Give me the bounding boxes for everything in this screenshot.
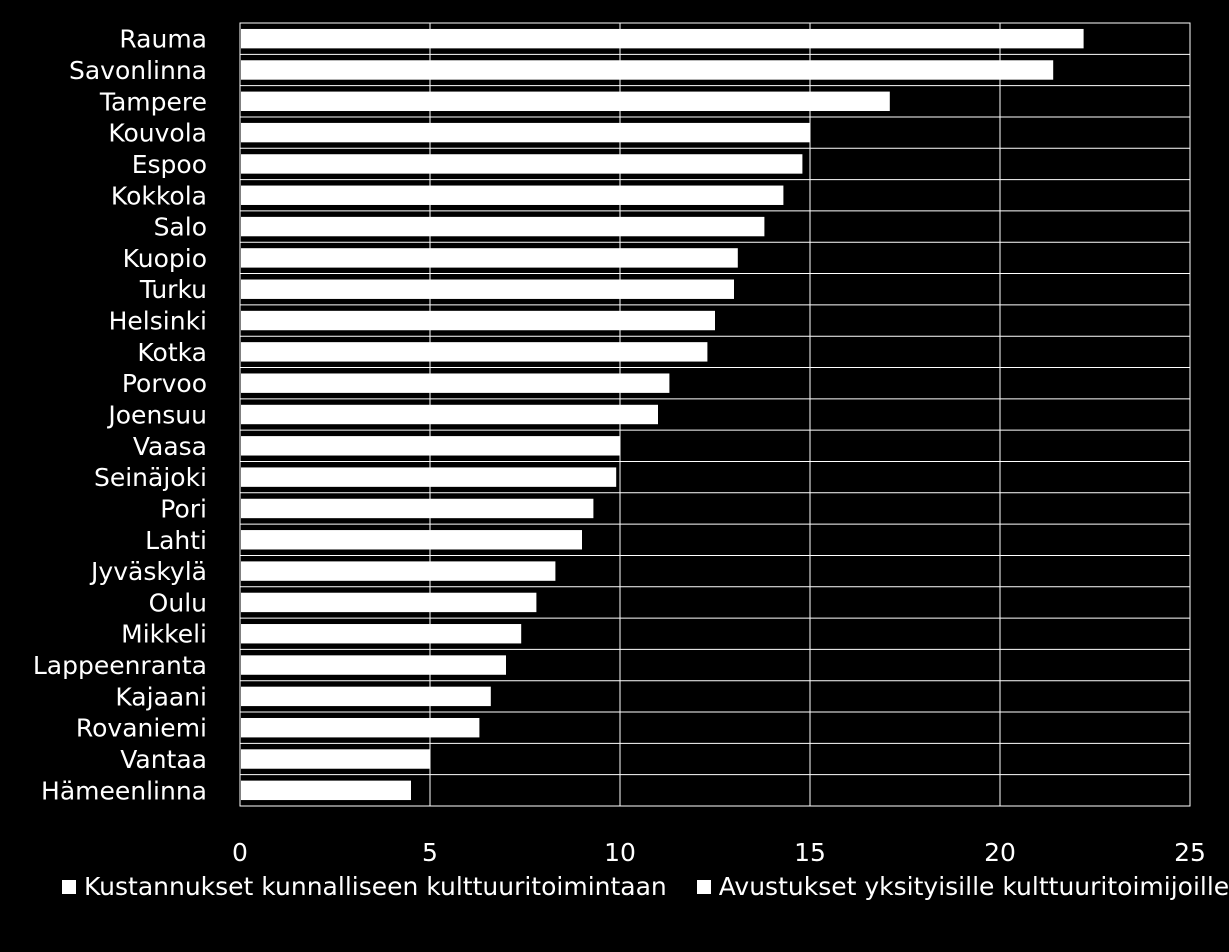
y-category-label: Kotka (137, 338, 207, 367)
bar (241, 216, 765, 237)
bar (241, 436, 620, 456)
y-category-label: Hämeenlinna (41, 776, 207, 805)
legend-item-series-2: Avustukset yksityisille kulttuuritoimijo… (696, 872, 1229, 901)
y-category-label: Vantaa (120, 745, 207, 774)
plot-frame (239, 22, 1191, 807)
bar (241, 655, 506, 675)
y-category-label: Porvoo (122, 369, 207, 398)
y-category-label: Turku (139, 275, 207, 304)
bar (241, 342, 708, 362)
y-category-label: Mikkeli (121, 620, 207, 649)
bar (241, 60, 1054, 80)
y-category-label: Rovaniemi (76, 714, 207, 743)
y-category-label: Seinäjoki (94, 463, 207, 492)
bar (241, 28, 1084, 49)
bar (241, 185, 784, 205)
x-tick-label: 0 (232, 838, 248, 867)
y-category-label: Kokkola (111, 181, 207, 210)
y-category-label: Tampere (99, 87, 207, 116)
y-category-label: Helsinki (109, 307, 207, 336)
bar (241, 310, 715, 331)
bar (241, 686, 491, 707)
legend-swatch-series-2 (696, 879, 711, 894)
bar (241, 780, 411, 801)
bar (241, 498, 594, 519)
y-category-label: Lappeenranta (33, 651, 207, 680)
bar (241, 467, 617, 487)
bar (241, 404, 658, 425)
y-category-label: Kouvola (108, 119, 207, 148)
y-category-label: Salo (154, 213, 207, 242)
legend: Kustannukset kunnalliseen kulttuuritoimi… (62, 872, 1229, 901)
x-tick-label: 15 (794, 838, 826, 867)
bar (241, 717, 480, 738)
y-category-label: Lahti (145, 526, 207, 555)
bar (241, 592, 537, 613)
bar (241, 154, 803, 174)
bar (241, 122, 810, 143)
bar (241, 530, 582, 550)
y-category-label: Savonlinna (69, 56, 207, 85)
bar (241, 91, 890, 112)
y-category-label: Kajaani (115, 682, 207, 711)
x-tick-label: 10 (604, 838, 636, 867)
legend-swatch-series-1 (62, 879, 76, 894)
y-category-label: Jyväskylä (89, 557, 207, 586)
x-tick-label: 25 (1174, 838, 1206, 867)
y-category-label: Vaasa (133, 432, 207, 461)
bar (241, 624, 522, 644)
bar (241, 248, 738, 268)
y-category-label: Espoo (132, 150, 207, 179)
bar (241, 749, 430, 769)
x-tick-label: 20 (984, 838, 1016, 867)
x-tick-label: 5 (422, 838, 438, 867)
y-category-label: Oulu (149, 588, 207, 617)
bar (241, 561, 556, 581)
legend-item-series-1: Kustannukset kunnalliseen kulttuuritoimi… (62, 872, 667, 901)
legend-label-series-1: Kustannukset kunnalliseen kulttuuritoimi… (84, 872, 667, 901)
y-category-label: Rauma (119, 25, 207, 54)
bar (241, 279, 734, 299)
bar (241, 373, 670, 393)
y-category-label: Kuopio (123, 244, 207, 273)
legend-label-series-2: Avustukset yksityisille kulttuuritoimijo… (718, 872, 1229, 901)
y-category-label: Pori (160, 494, 207, 523)
y-category-label: Joensuu (106, 401, 207, 430)
